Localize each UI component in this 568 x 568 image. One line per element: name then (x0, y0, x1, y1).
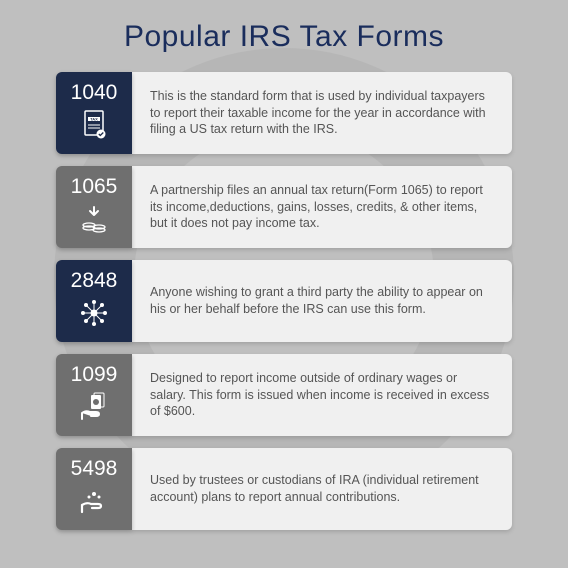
form-number: 1040 (71, 81, 118, 105)
form-number: 2848 (71, 269, 118, 293)
form-card: 2848 Anyone wishing to grant a third par… (56, 260, 512, 342)
network-icon (78, 297, 110, 329)
card-icon-block: 1099 (56, 354, 132, 436)
svg-text:TAX: TAX (90, 117, 98, 122)
form-number: 1065 (71, 175, 118, 199)
card-description: Designed to report income outside of ord… (132, 354, 512, 436)
card-description: Anyone wishing to grant a third party th… (132, 260, 512, 342)
form-card: 5498 Used by trustees or custodians of I… (56, 448, 512, 530)
card-icon-block: 1040 TAX (56, 72, 132, 154)
form-card: 1065 A partnership files an annual tax r… (56, 166, 512, 248)
form-card: 1040 TAX This is the standard form that … (56, 72, 512, 154)
form-number: 5498 (71, 457, 118, 481)
tax-doc-icon: TAX (79, 109, 109, 141)
card-description: This is the standard form that is used b… (132, 72, 512, 154)
page-title: Popular IRS Tax Forms (56, 20, 512, 54)
card-icon-block: 1065 (56, 166, 132, 248)
give-hand-icon (78, 485, 110, 517)
cards-container: 1040 TAX This is the standard form that … (56, 72, 512, 530)
form-card: 1099 Designed to report income outside o… (56, 354, 512, 436)
money-hand-icon (78, 391, 110, 423)
coins-down-icon (79, 203, 109, 235)
card-icon-block: 5498 (56, 448, 132, 530)
form-number: 1099 (71, 363, 118, 387)
card-icon-block: 2848 (56, 260, 132, 342)
card-description: A partnership files an annual tax return… (132, 166, 512, 248)
card-description: Used by trustees or custodians of IRA (i… (132, 448, 512, 530)
